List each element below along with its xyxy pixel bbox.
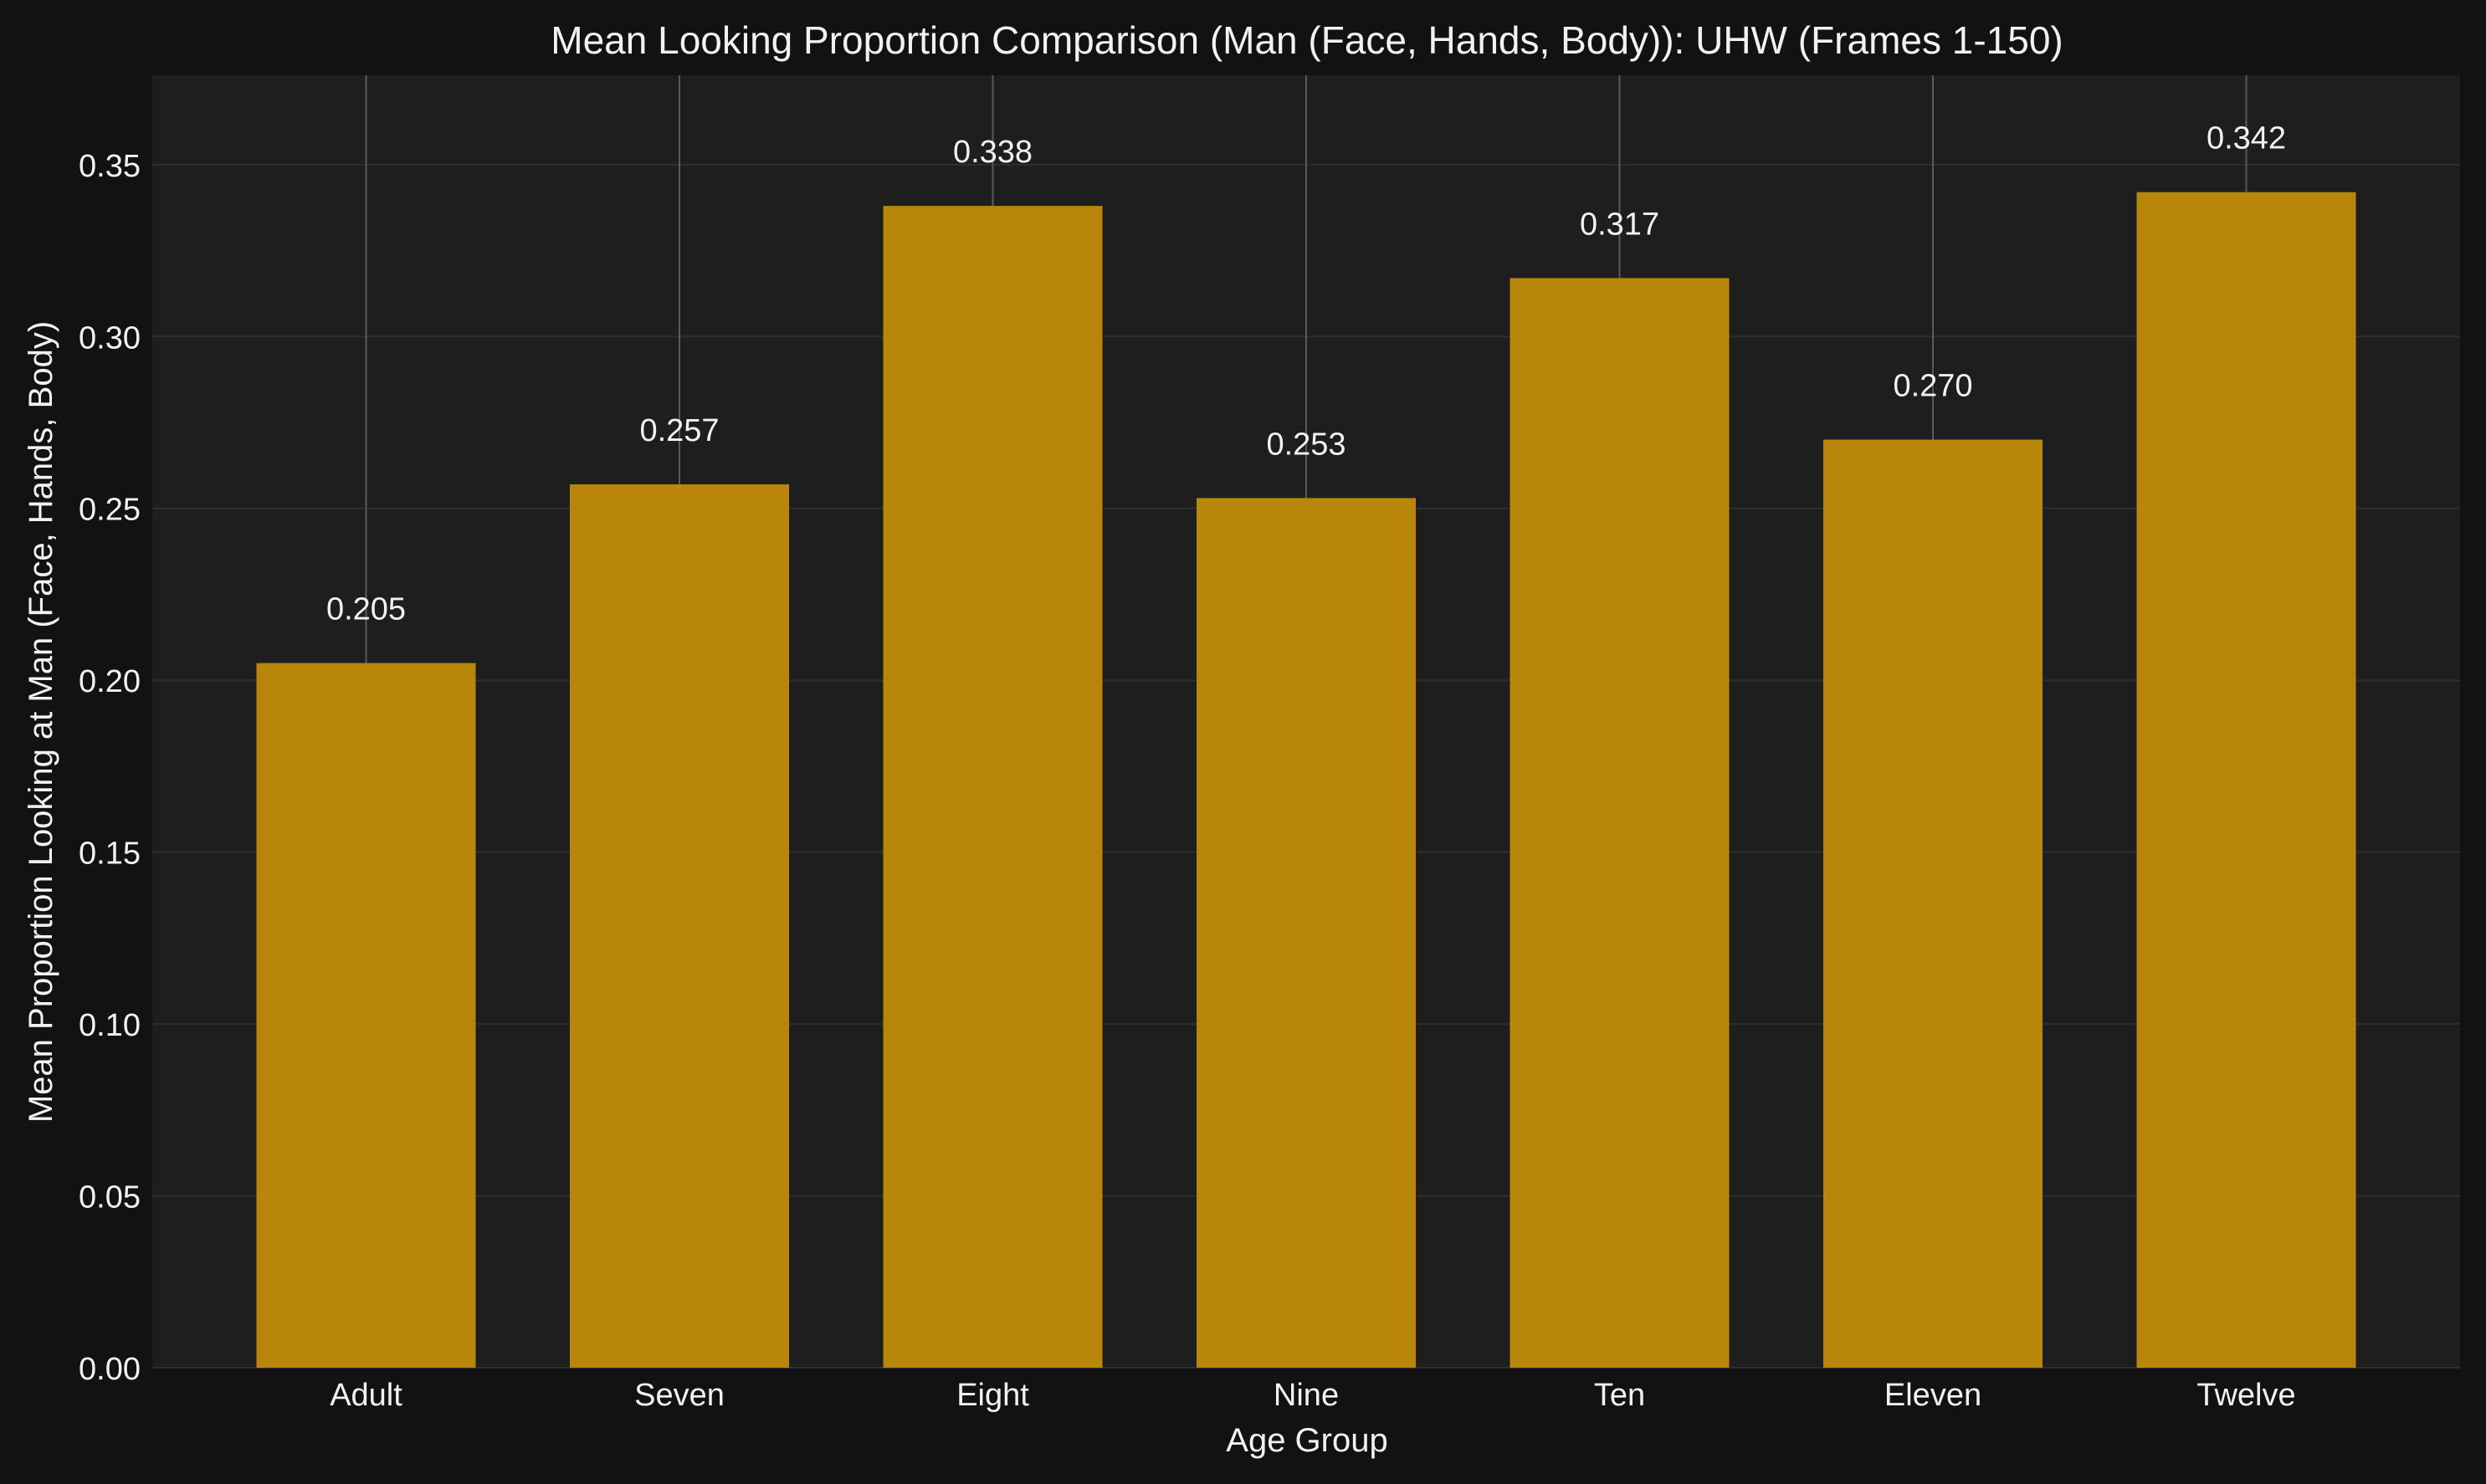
bar-value-label: 0.257 bbox=[639, 413, 719, 448]
y-tick-label: 0.15 bbox=[79, 837, 141, 872]
bar-value-label: 0.338 bbox=[953, 135, 1033, 170]
bar-twelve bbox=[2136, 192, 2356, 1369]
x-tick-label: Adult bbox=[330, 1378, 402, 1413]
x-tick-label: Ten bbox=[1594, 1378, 1645, 1413]
y-tick-label: 0.10 bbox=[79, 1008, 141, 1043]
bar-ten bbox=[1510, 278, 1730, 1369]
y-tick-label: 0.05 bbox=[79, 1180, 141, 1215]
bar-value-label: 0.342 bbox=[2207, 121, 2286, 156]
bar-value-label: 0.205 bbox=[326, 592, 406, 627]
bar-adult bbox=[256, 663, 476, 1368]
bar-nine bbox=[1197, 498, 1416, 1368]
x-axis-label: Age Group bbox=[1226, 1422, 1387, 1459]
x-tick-label: Seven bbox=[634, 1378, 725, 1413]
bar-eleven bbox=[1823, 439, 2043, 1368]
x-tick-label: Eleven bbox=[1884, 1378, 1981, 1413]
y-tick-label: 0.20 bbox=[79, 664, 141, 699]
chart-title: Mean Looking Proportion Comparison (Man … bbox=[551, 18, 2063, 62]
y-axis-label: Mean Proportion Looking at Man (Face, Ha… bbox=[23, 321, 59, 1123]
bars bbox=[256, 192, 2356, 1369]
x-tick-label: Eight bbox=[956, 1378, 1029, 1413]
y-tick-label: 0.30 bbox=[79, 320, 141, 356]
bar-seven bbox=[570, 484, 789, 1368]
x-tick-label: Nine bbox=[1274, 1378, 1339, 1413]
value-labels: 0.205 0.257 0.338 0.253 0.317 0.270 0.342 bbox=[326, 121, 2286, 627]
bar-value-label: 0.317 bbox=[1580, 207, 1659, 242]
y-tick-label: 0.25 bbox=[79, 493, 141, 528]
y-axis-ticks: 0.00 0.05 0.10 0.15 0.20 0.25 0.30 0.35 bbox=[79, 149, 141, 1387]
y-tick-label: 0.00 bbox=[79, 1352, 141, 1387]
y-tick-label: 0.35 bbox=[79, 149, 141, 184]
bar-value-label: 0.253 bbox=[1266, 427, 1346, 462]
x-axis-ticks: Adult Seven Eight Nine Ten Eleven Twelve bbox=[330, 1378, 2295, 1413]
bar-eight bbox=[883, 206, 1103, 1369]
bar-value-label: 0.270 bbox=[1893, 369, 1972, 404]
x-tick-label: Twelve bbox=[2196, 1378, 2295, 1413]
